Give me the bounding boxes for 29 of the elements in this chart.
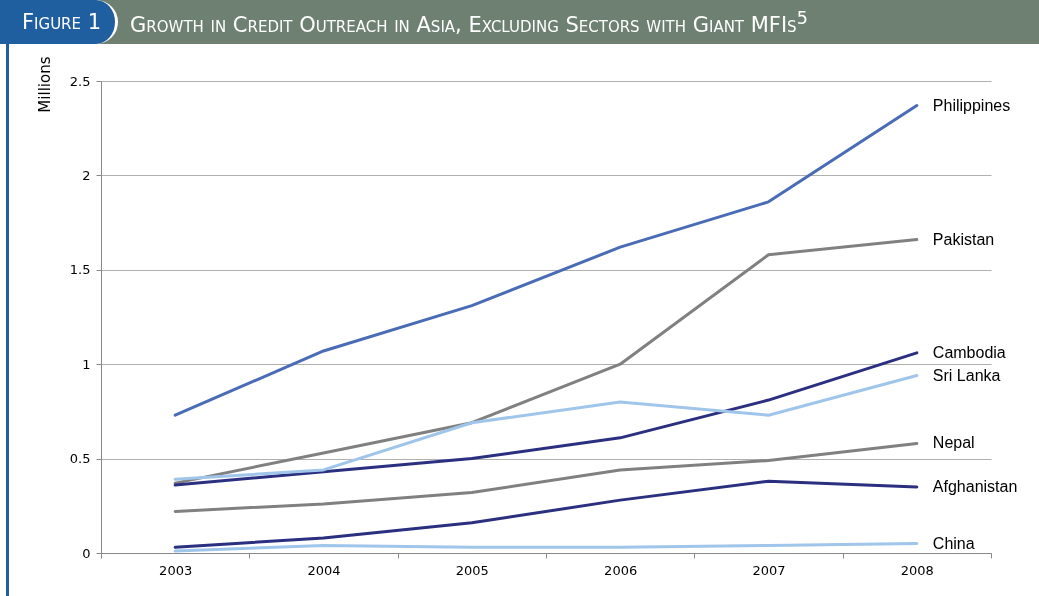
- series-label: Afghanistan: [932, 477, 1018, 495]
- x-tick-label: 2008: [900, 562, 934, 578]
- x-tick-label: 2007: [752, 562, 786, 578]
- line-series: [173, 238, 919, 485]
- y-tick-label: 2.5: [69, 73, 91, 89]
- x-tick-label: 2005: [455, 562, 489, 578]
- y-tick-label: 0: [82, 545, 91, 561]
- y-tick-label: 1: [82, 356, 91, 372]
- line-series: [173, 479, 919, 549]
- y-tick-label: 1.5: [69, 262, 91, 278]
- x-tick-label: 2004: [307, 562, 341, 578]
- line-series: [173, 351, 919, 487]
- series-label: Philippines: [932, 96, 1011, 114]
- line-series: [173, 442, 919, 513]
- y-tick-label: 0.5: [69, 451, 91, 467]
- x-tick-label: 2003: [159, 562, 193, 578]
- y-axis-title: Millions: [35, 56, 54, 113]
- series-label: Pakistan: [932, 230, 995, 248]
- series-label: China: [932, 534, 975, 552]
- series-label: Nepal: [932, 434, 975, 452]
- line-series: [173, 374, 919, 481]
- y-tick-label: 2: [82, 167, 91, 183]
- chart-title: Growth in Credit Outreach in Asia, Excluding Sectors with Giant MFIs$^{5}$: [129, 7, 808, 37]
- line-series: [173, 104, 919, 417]
- line-series: [173, 542, 919, 553]
- x-tick-label: 2006: [604, 562, 638, 578]
- caption: Figure 1: [0, 0, 119, 44]
- series-label: Cambodia: [932, 343, 1006, 361]
- series-label: Sri Lanka: [932, 366, 1001, 384]
